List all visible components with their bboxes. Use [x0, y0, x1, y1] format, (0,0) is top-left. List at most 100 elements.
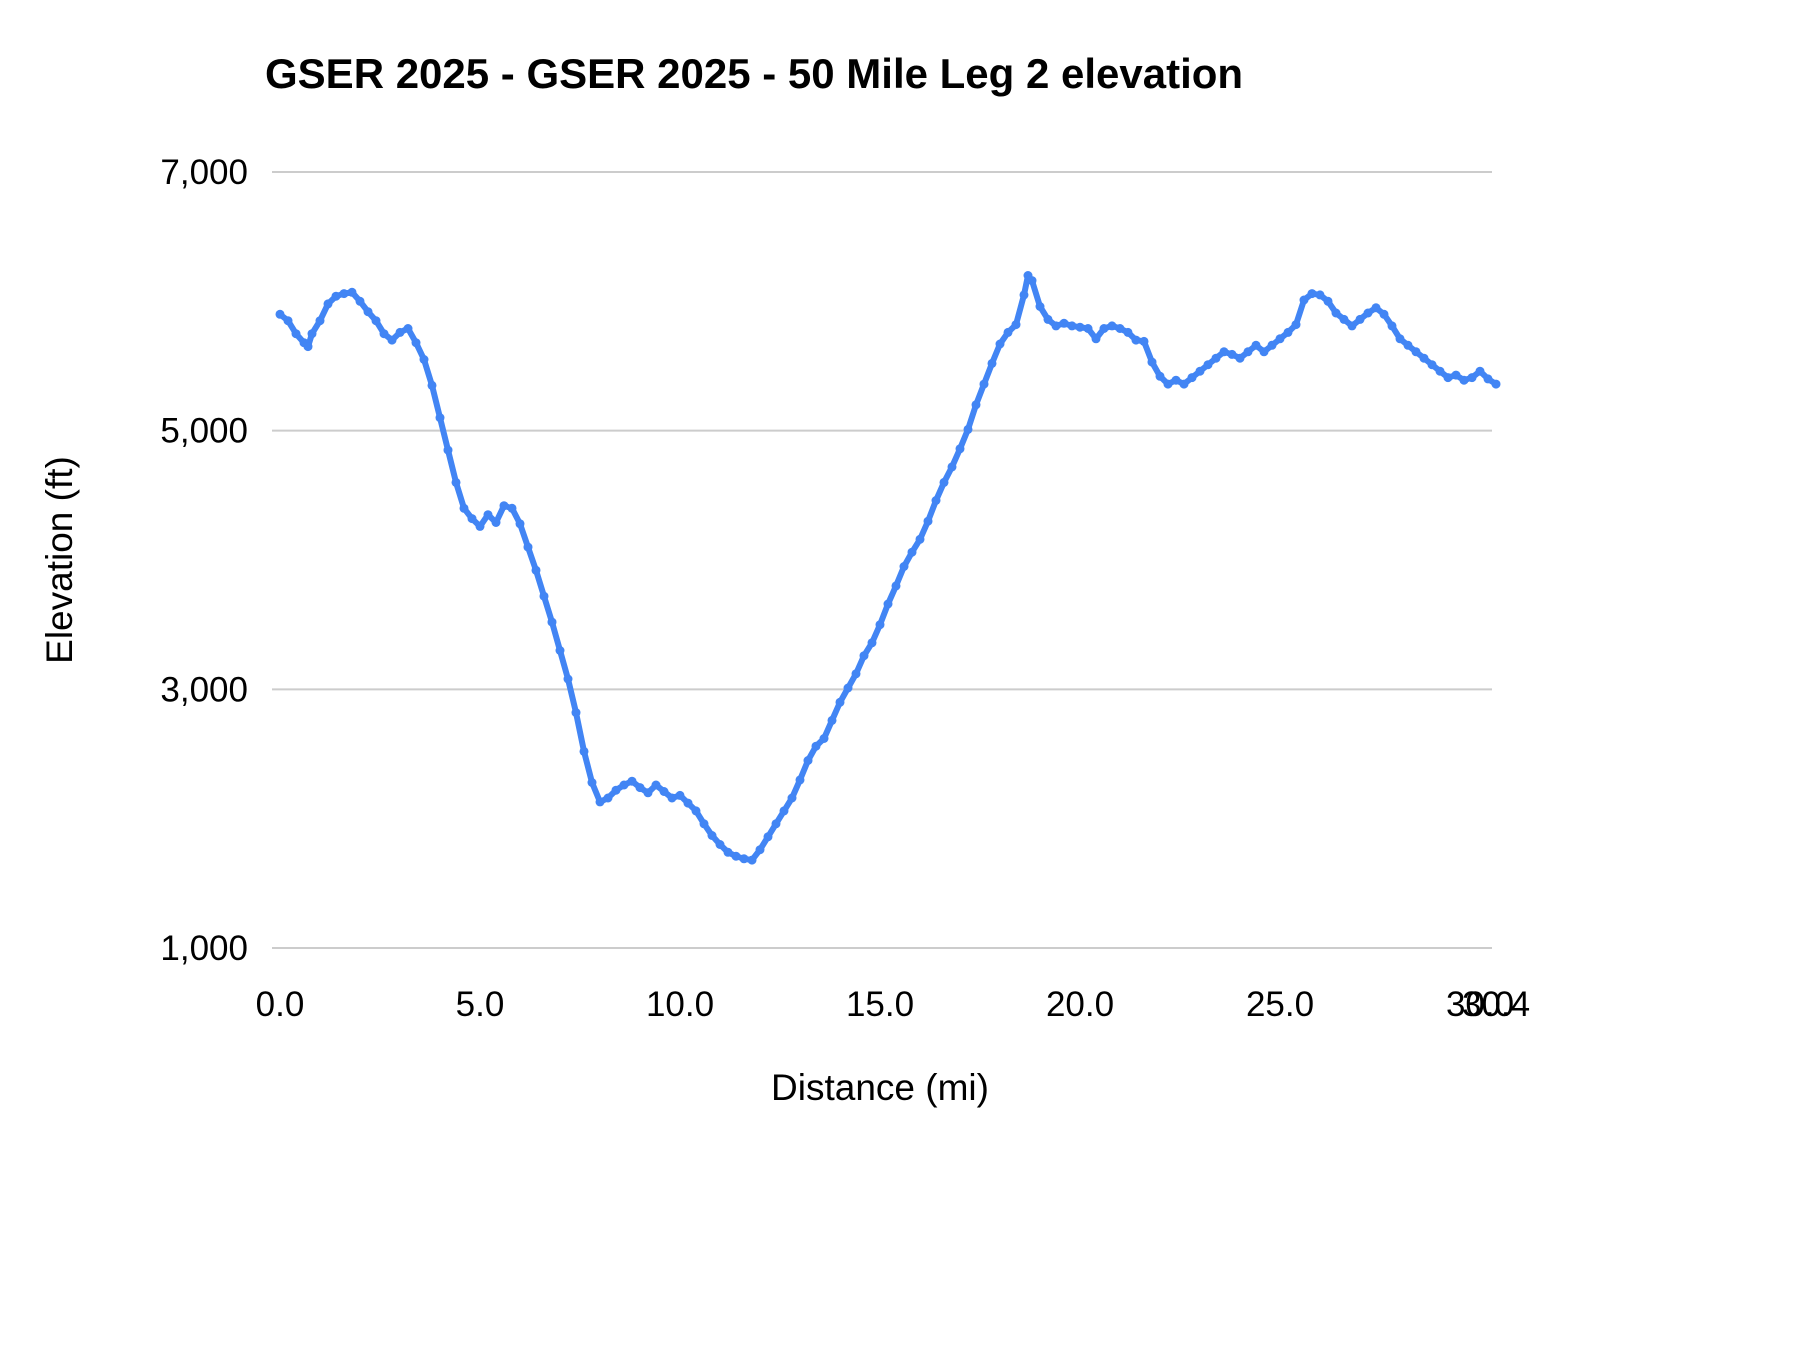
x-tick-label: 15.0 [846, 985, 914, 1024]
data-point-marker [731, 851, 741, 861]
x-tick-label: 10.0 [646, 985, 714, 1024]
data-point-marker [835, 697, 845, 707]
data-point-marker [1139, 336, 1149, 346]
data-point-marker [1195, 366, 1205, 376]
data-point-marker [747, 855, 757, 865]
chart-title: GSER 2025 - GSER 2025 - 50 Mile Leg 2 el… [265, 50, 1243, 97]
data-point-marker [1315, 290, 1325, 300]
data-point-marker [763, 832, 773, 842]
data-point-marker [475, 521, 485, 531]
data-point-marker [1331, 308, 1341, 318]
data-point-marker [1075, 322, 1085, 332]
data-point-marker [1211, 353, 1221, 363]
data-point-marker [1163, 379, 1173, 389]
data-point-marker [611, 785, 621, 795]
data-point-marker [1411, 347, 1421, 357]
data-point-marker [411, 338, 421, 348]
data-point-marker [947, 462, 957, 472]
data-point-marker [1491, 379, 1501, 389]
data-point-marker [955, 444, 965, 454]
data-point-marker [1091, 334, 1101, 344]
data-point-marker [691, 806, 701, 816]
data-point-marker [667, 793, 677, 803]
data-point-marker [923, 516, 933, 526]
data-point-marker [1187, 373, 1197, 383]
data-point-marker [491, 518, 501, 527]
data-point-marker [1355, 314, 1365, 324]
data-point-marker [1371, 303, 1381, 313]
data-point-marker [1443, 373, 1453, 383]
data-point-marker [699, 819, 709, 829]
data-point-marker [1203, 360, 1213, 370]
y-axis-title: Elevation (ft) [39, 456, 80, 664]
data-point-marker [555, 646, 565, 655]
data-point-marker [627, 776, 637, 786]
data-point-marker [1043, 314, 1053, 324]
data-point-marker [387, 335, 397, 345]
data-point-marker [899, 562, 909, 571]
data-point-marker [1027, 276, 1037, 286]
data-point-marker [499, 501, 509, 511]
data-point-marker [715, 840, 725, 849]
data-point-marker [1243, 347, 1253, 357]
data-point-marker [603, 793, 613, 803]
data-point-marker [1379, 309, 1389, 319]
data-point-marker [811, 741, 821, 751]
data-point-marker [1387, 321, 1397, 331]
data-point-marker [395, 327, 405, 337]
data-point-marker [1259, 347, 1269, 357]
data-point-marker [787, 793, 797, 803]
data-point-marker [995, 339, 1005, 349]
data-point-marker [971, 400, 981, 410]
data-point-marker [1291, 320, 1301, 330]
data-point-marker [307, 329, 317, 339]
data-point-marker [1179, 379, 1189, 389]
data-point-marker [979, 379, 989, 389]
data-point-marker [803, 756, 813, 765]
data-point-marker [275, 309, 285, 319]
data-point-marker [291, 329, 301, 339]
data-point-marker [1227, 349, 1237, 359]
data-point-marker [1435, 366, 1445, 376]
x-tick-label: 30.0 [1446, 985, 1514, 1024]
data-point-marker [1307, 289, 1317, 299]
data-point-marker [419, 355, 429, 364]
data-point-marker [795, 775, 805, 785]
x-axis-title: Distance (mi) [771, 1067, 989, 1108]
data-point-marker [451, 477, 461, 487]
y-axis-tick-labels: 1,000 3,000 5,000 7,000 [160, 153, 248, 968]
data-point-marker [827, 715, 837, 725]
data-point-marker [547, 617, 557, 627]
gridlines [272, 171, 1492, 949]
data-point-marker [659, 787, 669, 796]
y-tick-label: 5,000 [160, 412, 248, 451]
data-point-marker [1235, 353, 1245, 363]
x-tick-label: 25.0 [1246, 985, 1314, 1024]
x-axis-tick-labels: 0.0 5.0 10.0 15.0 20.0 25.0 30.030.4 [256, 985, 1530, 1024]
data-point-marker [651, 780, 661, 790]
data-point-marker [851, 669, 861, 679]
data-point-marker [339, 289, 349, 299]
data-point-marker [1403, 340, 1413, 350]
data-point-marker [283, 316, 293, 326]
data-point-marker [963, 424, 973, 434]
data-point-marker [1115, 324, 1125, 333]
data-point-marker [1131, 335, 1141, 345]
data-point-marker [915, 534, 925, 544]
data-point-marker [323, 299, 333, 309]
data-point-marker [1483, 374, 1493, 384]
data-point-marker [707, 831, 717, 840]
data-point-marker [355, 296, 365, 306]
data-point-marker [303, 342, 313, 352]
data-point-marker [643, 788, 653, 798]
elevation-series [275, 271, 1501, 865]
data-point-marker [403, 324, 413, 333]
data-point-marker [891, 581, 901, 591]
x-tick-label: 30.4 [1462, 985, 1530, 1024]
data-point-marker [595, 797, 605, 807]
data-point-marker [1427, 360, 1437, 370]
data-point-marker [875, 620, 885, 630]
data-point-marker [347, 287, 357, 297]
data-point-marker [483, 510, 493, 520]
